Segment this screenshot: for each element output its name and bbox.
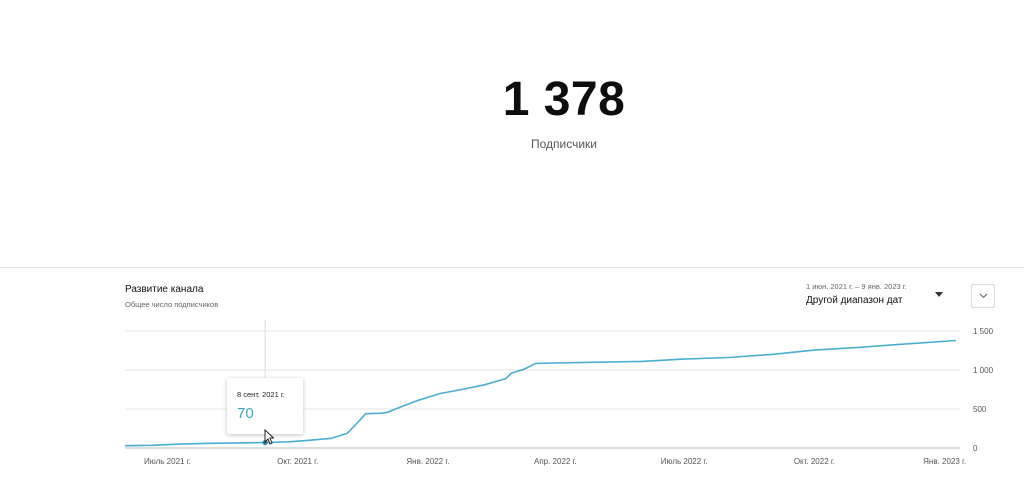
chart-subtitle: Общее число подписчиков xyxy=(125,300,219,309)
x-tick-label: Окт. 2022 г. xyxy=(794,457,835,466)
x-tick-label: Июль 2022 г. xyxy=(661,457,708,466)
chart-tooltip: 8 сент. 2021 г. 70 xyxy=(227,378,303,434)
x-tick-label: Окт. 2021 г. xyxy=(277,457,318,466)
date-range-selector[interactable]: 1 июн. 2021 г. – 9 янв. 2023 г. Другой д… xyxy=(806,281,956,309)
tooltip-value: 70 xyxy=(237,405,254,422)
series-line xyxy=(124,339,957,447)
caret-down-icon xyxy=(935,292,943,297)
x-tick-label: Апр. 2022 г. xyxy=(534,457,577,466)
x-tick-label: Янв. 2022 г. xyxy=(406,457,449,466)
y-tick-label: 500 xyxy=(973,405,987,414)
y-tick-label: 1 500 xyxy=(973,327,994,336)
y-tick-label: 1 000 xyxy=(973,366,994,375)
y-tick-label: 0 xyxy=(973,444,978,453)
chevron-down-icon xyxy=(979,293,988,299)
x-tick-label: Янв. 2023 г. xyxy=(923,457,966,466)
expand-chart-button[interactable] xyxy=(971,284,995,308)
x-tick-label: Июль 2021 г. xyxy=(144,457,191,466)
section-divider xyxy=(0,267,1024,268)
tooltip-date: 8 сент. 2021 г. xyxy=(237,390,285,399)
subscriber-count: 1 378 xyxy=(502,73,626,126)
date-range-text: 1 июн. 2021 г. – 9 янв. 2023 г. xyxy=(806,282,907,291)
subscriber-count-label: Подписчики xyxy=(530,137,597,151)
mouse-cursor-icon xyxy=(264,429,274,445)
date-range-value: Другой диапазон дат xyxy=(806,295,903,306)
chart-title: Развитие канала xyxy=(125,284,204,295)
subscriber-growth-chart: 0 500 1 000 1 500 Июль 2021 г. Окт. 2021 г. Ян… xyxy=(124,320,994,466)
